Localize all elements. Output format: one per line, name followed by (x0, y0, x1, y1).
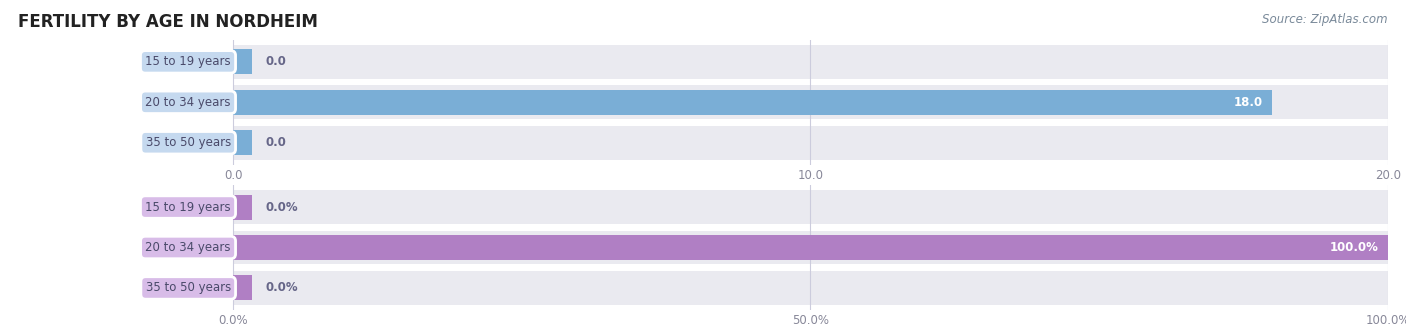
Bar (233, 45, 1388, 79)
Text: Source: ZipAtlas.com: Source: ZipAtlas.com (1263, 13, 1388, 26)
Text: 0.0%: 0.0% (266, 281, 298, 294)
Bar (233, 271, 1388, 305)
Text: 0.0: 0.0 (266, 136, 287, 149)
Text: 100.0%: 100.0% (1330, 241, 1378, 254)
Text: 15 to 19 years: 15 to 19 years (145, 201, 231, 214)
Text: 0.0: 0.0 (266, 55, 287, 68)
Bar (233, 276, 252, 301)
Text: 35 to 50 years: 35 to 50 years (146, 136, 231, 149)
Text: 35 to 50 years: 35 to 50 years (146, 281, 231, 294)
Text: 15 to 19 years: 15 to 19 years (145, 55, 231, 68)
Bar (233, 130, 252, 155)
Bar (233, 85, 1388, 119)
Bar (233, 194, 252, 219)
Text: 20 to 34 years: 20 to 34 years (145, 241, 231, 254)
Bar (233, 49, 252, 74)
Bar (233, 235, 1388, 260)
Text: 0.0%: 0.0% (266, 201, 298, 214)
Bar (233, 190, 1388, 224)
Text: FERTILITY BY AGE IN NORDHEIM: FERTILITY BY AGE IN NORDHEIM (18, 13, 318, 31)
Text: 18.0: 18.0 (1234, 96, 1263, 109)
Bar (233, 90, 1272, 115)
Bar (233, 126, 1388, 160)
Bar (233, 231, 1388, 264)
Text: 20 to 34 years: 20 to 34 years (145, 96, 231, 109)
